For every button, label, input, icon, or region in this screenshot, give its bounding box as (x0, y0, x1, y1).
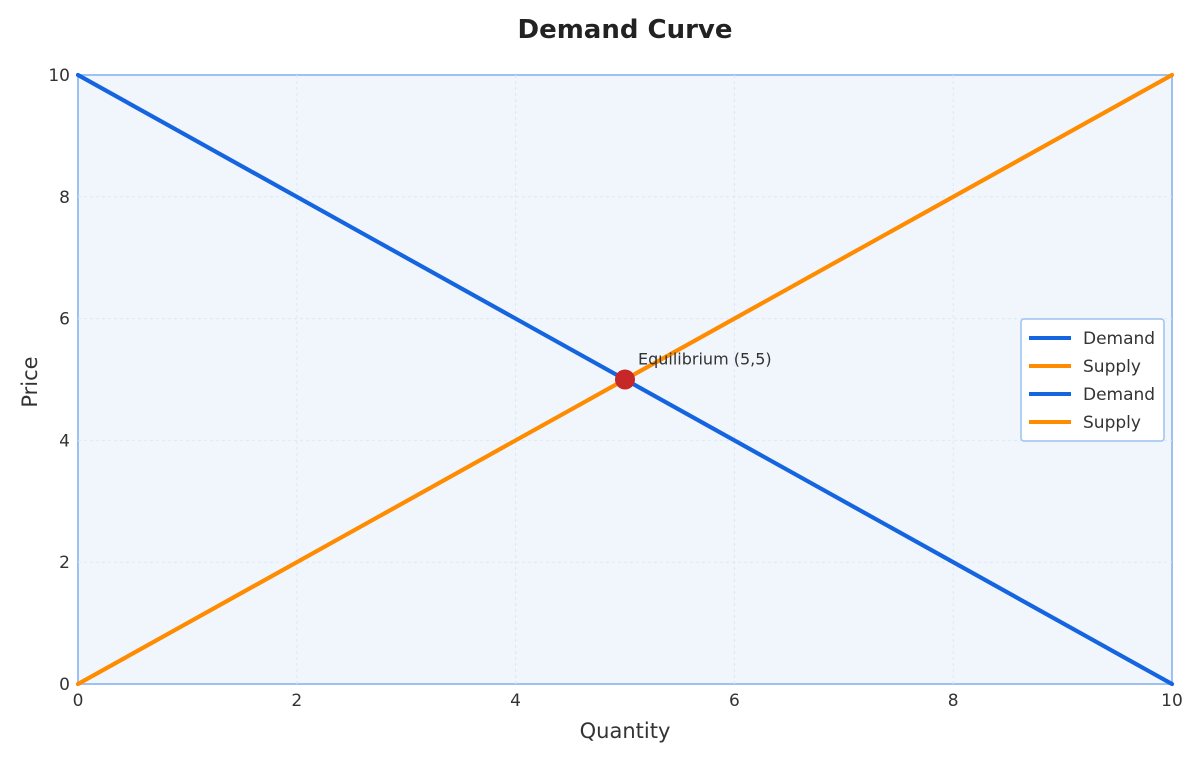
y-tick-label: 8 (59, 188, 70, 208)
x-axis-label: Quantity (580, 719, 671, 743)
y-tick-label: 0 (59, 675, 70, 695)
points-layer (615, 369, 635, 390)
equilibrium-point (615, 369, 635, 390)
x-tick-label: 6 (729, 691, 740, 711)
chart-title: Demand Curve (517, 15, 732, 45)
legend: Demand Supply Demand Supply (1020, 318, 1165, 442)
x-tick-label: 0 (73, 691, 84, 711)
legend-label-supply: Supply (1083, 413, 1141, 433)
y-tick-label: 6 (59, 310, 70, 330)
annotation-equilibrium: Equilibrium (5,5) (638, 350, 772, 369)
y-tick-label: 10 (48, 66, 70, 86)
legend-box (1020, 318, 1165, 442)
legend-label-demand: Demand (1083, 385, 1155, 405)
x-axis-ticks: 0 2 4 6 8 10 (73, 691, 1183, 711)
legend-label-supply: Supply (1083, 357, 1141, 377)
grid-lines (78, 75, 1172, 684)
y-tick-label: 4 (59, 431, 70, 451)
x-tick-label: 10 (1161, 691, 1183, 711)
y-axis-label: Price (18, 356, 42, 407)
legend-label-demand: Demand (1083, 329, 1155, 349)
x-tick-label: 2 (291, 691, 302, 711)
y-axis-ticks: 0 2 4 6 8 10 (48, 66, 70, 695)
x-tick-label: 4 (510, 691, 521, 711)
annotations-layer: Equilibrium (5,5) (638, 350, 772, 369)
x-tick-label: 8 (948, 691, 959, 711)
y-tick-label: 2 (59, 553, 70, 573)
